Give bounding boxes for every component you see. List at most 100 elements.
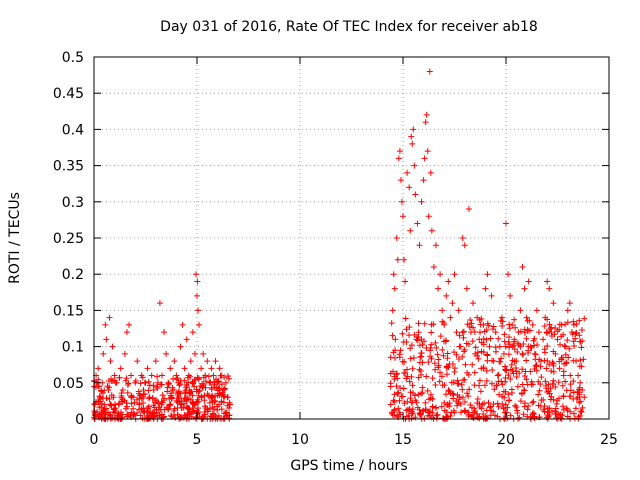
data-point-dense: [204, 391, 211, 398]
data-point-dense: [206, 399, 213, 406]
data-point-dense: [416, 366, 423, 373]
data-point: [123, 329, 130, 336]
data-point-dense: [487, 412, 494, 419]
data-point-dense: [189, 392, 196, 399]
data-point-dense: [111, 405, 118, 412]
data-point-dense: [519, 350, 526, 357]
data-point-dense: [530, 398, 537, 405]
data-point: [556, 365, 563, 372]
data-point: [398, 198, 405, 205]
data-point-dense: [558, 356, 565, 363]
data-point-dense: [434, 351, 441, 358]
data-point: [200, 350, 207, 357]
data-point-dense: [450, 379, 457, 386]
data-point-dense: [439, 346, 446, 353]
data-point-dense: [572, 405, 579, 412]
data-point-dense: [108, 402, 115, 409]
data-point-dense: [567, 393, 574, 400]
data-point: [95, 365, 102, 372]
data-point-dense: [440, 352, 447, 359]
data-point-dense: [563, 359, 570, 366]
data-point-dense: [523, 376, 530, 383]
data-point-dense: [523, 357, 530, 364]
data-point-dense: [128, 400, 135, 407]
data-point: [97, 394, 104, 401]
data-point-dense: [209, 404, 216, 411]
data-point-dense: [106, 411, 113, 418]
data-point: [393, 235, 400, 241]
data-point-dense: [434, 411, 441, 418]
data-point: [158, 372, 165, 379]
data-point-dense: [487, 335, 494, 342]
data-point-dense: [432, 366, 439, 373]
data-point-dense: [119, 414, 126, 421]
data-point-dense: [100, 394, 107, 401]
data-point-dense: [437, 333, 444, 340]
data-point: [478, 365, 485, 372]
data-point-dense: [471, 405, 478, 412]
data-point-dense: [514, 383, 521, 390]
data-point-dense: [447, 412, 454, 419]
data-point: [445, 278, 452, 285]
data-point-dense: [221, 393, 228, 400]
data-point-dense: [154, 385, 161, 392]
data-point-dense: [501, 331, 508, 338]
data-point-dense: [519, 351, 526, 358]
data-point-dense: [423, 345, 430, 352]
data-point-dense: [437, 369, 444, 376]
data-point-dense: [467, 317, 474, 324]
data-point-dense: [399, 393, 406, 400]
data-point-dense: [453, 351, 460, 358]
data-point-dense: [419, 389, 426, 396]
data-point-dense: [555, 395, 562, 402]
data-point: [146, 394, 153, 401]
data-point: [503, 220, 509, 227]
data-point-dense: [410, 390, 417, 397]
data-point: [577, 379, 584, 386]
data-point-dense: [499, 401, 506, 408]
data-point-dense: [407, 389, 414, 396]
y-tick-label: 0.1: [62, 340, 84, 356]
data-point-dense: [176, 398, 183, 405]
data-point-dense: [517, 343, 524, 350]
data-point: [144, 365, 151, 372]
data-point-dense: [154, 373, 161, 380]
data-point-dense: [429, 375, 436, 382]
data-point-dense: [439, 318, 446, 325]
data-point-dense: [421, 320, 428, 327]
data-point-dense: [146, 382, 153, 389]
data-point: [390, 271, 397, 278]
data-point-dense: [124, 403, 131, 410]
data-point-dense: [431, 360, 438, 367]
data-point-dense: [95, 397, 102, 404]
data-point-dense: [490, 408, 497, 415]
data-point-dense: [433, 344, 440, 351]
data-point-dense: [198, 394, 205, 401]
data-point-dense: [172, 414, 179, 421]
data-point: [175, 379, 182, 386]
data-point: [152, 358, 159, 365]
data-point-dense: [170, 375, 177, 382]
y-tick-label: 0.4: [62, 122, 84, 138]
data-point-dense: [559, 382, 566, 389]
data-point-dense: [400, 385, 407, 392]
data-point: [111, 372, 118, 379]
data-point: [515, 329, 522, 336]
data-point-dense: [399, 330, 406, 337]
data-point-dense: [218, 391, 225, 398]
data-point: [189, 329, 196, 336]
data-point-dense: [415, 334, 422, 341]
data-point-dense: [195, 388, 202, 395]
data-point-dense: [566, 345, 573, 352]
data-point: [542, 314, 549, 321]
data-point-dense: [430, 321, 437, 328]
data-point-dense: [465, 393, 472, 400]
data-point-dense: [119, 398, 126, 405]
data-point: [476, 336, 483, 343]
data-point-dense: [507, 412, 514, 419]
data-point-dense: [521, 403, 528, 410]
data-point-dense: [464, 390, 471, 397]
data-point-dense: [109, 414, 116, 421]
data-point-dense: [108, 378, 115, 385]
